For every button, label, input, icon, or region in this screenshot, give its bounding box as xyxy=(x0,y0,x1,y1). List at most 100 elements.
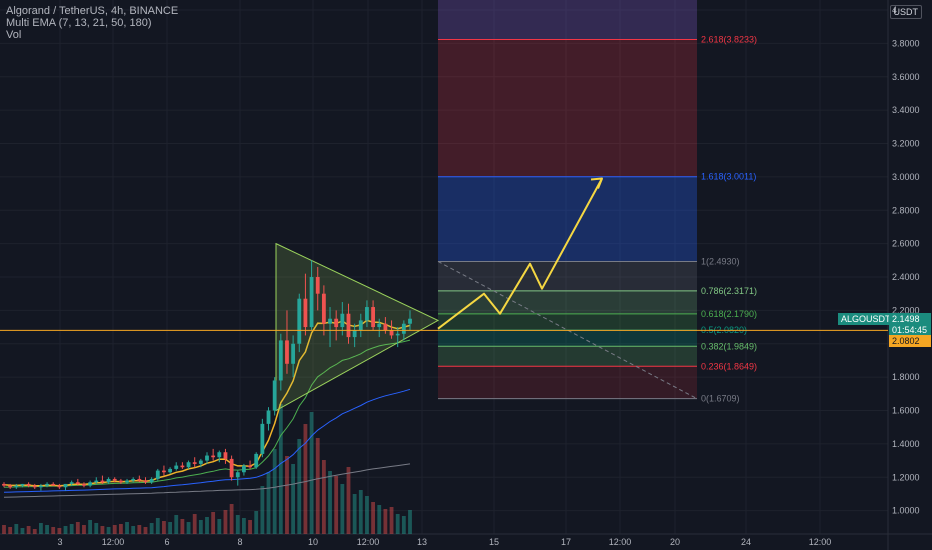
volume-bar xyxy=(75,522,80,534)
volume-bar xyxy=(278,404,283,534)
volume-bar xyxy=(389,507,394,534)
candle-body xyxy=(242,465,246,473)
candle-body xyxy=(389,330,394,336)
candle-body xyxy=(303,298,308,328)
arrow-head xyxy=(590,177,603,189)
time-tick-label: 8 xyxy=(237,537,242,547)
volume-bar xyxy=(57,528,62,534)
crosshair-price-badge: 2.0802 xyxy=(889,335,931,347)
volume-bar xyxy=(94,523,99,534)
candle-body xyxy=(266,410,271,424)
volume-bar xyxy=(235,515,240,534)
volume-bar xyxy=(211,512,216,534)
volume-bar xyxy=(401,516,406,534)
candle-body xyxy=(217,452,222,458)
volume-indicator-label: Vol xyxy=(6,29,22,41)
candle-body xyxy=(192,462,197,464)
candle-body xyxy=(365,307,369,321)
chart-legend: Algorand / TetherUS, 4h, BINANCE Multi E… xyxy=(6,5,178,41)
volume-bar xyxy=(143,527,148,534)
projection-arrow[interactable] xyxy=(437,177,603,330)
candle-body xyxy=(328,318,332,324)
last-price-badge: 2.1498 xyxy=(889,313,931,325)
time-tick-label: 10 xyxy=(308,537,318,547)
volume-bar xyxy=(242,518,246,534)
time-axis[interactable]: 3 12:00 6 8 10 12:00 13 15 17 12:00 20 24 12:00 xyxy=(57,537,831,547)
volume-bar xyxy=(51,527,56,534)
candle-body xyxy=(235,472,240,478)
price-tick-label: 1.0000 xyxy=(892,506,920,516)
volume-bar xyxy=(217,519,222,534)
candle-body xyxy=(88,482,93,486)
fib-level-label: 0.382(1.9849) xyxy=(701,341,757,351)
fib-zone xyxy=(438,261,697,291)
volume-bar xyxy=(137,525,142,534)
fibonacci-extension[interactable]: 2.618(3.8233) 1.618(3.0011) 1(2.4930) 0.786… xyxy=(437,0,757,404)
volume-bar xyxy=(328,471,332,534)
fib-level-label: 0.236(1.8649) xyxy=(701,361,757,371)
time-tick-label: 20 xyxy=(670,537,680,547)
volume-bar xyxy=(285,456,289,534)
candle-body xyxy=(321,293,326,324)
fib-zone xyxy=(438,290,697,314)
candle-body xyxy=(395,333,400,336)
volume-bar xyxy=(254,511,259,534)
candle-body xyxy=(14,485,19,488)
fib-zone xyxy=(438,0,697,40)
volume-bar xyxy=(20,528,25,534)
symbol-title: Algorand / TetherUS, 4h, BINANCE xyxy=(6,5,179,17)
time-tick-label: 17 xyxy=(561,537,571,547)
volume-bar xyxy=(358,490,363,534)
volume-bar xyxy=(69,524,74,534)
candle-body xyxy=(174,465,179,469)
candle-body xyxy=(20,483,25,486)
time-tick-label: 3 xyxy=(57,537,62,547)
volume-bar xyxy=(303,424,308,534)
candle-body xyxy=(334,318,339,328)
price-tick-label: 3.4000 xyxy=(892,105,920,115)
candle-body xyxy=(168,468,172,473)
time-tick-label: 12:00 xyxy=(357,537,380,547)
candle-body xyxy=(254,453,259,468)
candle-body xyxy=(131,478,136,481)
candle-body xyxy=(272,380,277,411)
candle-body xyxy=(137,478,142,481)
volume-bar xyxy=(272,449,277,534)
volume-bar xyxy=(365,496,369,534)
candle-body xyxy=(75,482,80,484)
volume-bar xyxy=(131,526,136,534)
price-tick-label: 1.6000 xyxy=(892,406,920,416)
price-tick-label: 1.2000 xyxy=(892,472,920,482)
candle-body xyxy=(278,340,283,381)
volume-bar xyxy=(149,523,154,534)
time-tick-label: 12:00 xyxy=(809,537,832,547)
price-tick-label: 1.4000 xyxy=(892,439,920,449)
price-tick-label: 2.2000 xyxy=(892,305,920,315)
fib-zone xyxy=(438,366,697,399)
ema-180-line xyxy=(3,463,411,498)
volume-bar xyxy=(2,525,6,534)
candle-body xyxy=(260,423,265,454)
candle-body xyxy=(32,485,37,488)
candle-body xyxy=(26,483,31,486)
volume-bar xyxy=(174,515,179,534)
candle-body xyxy=(82,483,86,486)
candle-body xyxy=(186,462,191,468)
volume-bar xyxy=(383,509,388,534)
price-tick-label: 3.8000 xyxy=(892,38,920,48)
volume-bar xyxy=(377,505,382,534)
candle-body xyxy=(198,460,203,464)
price-axis[interactable]: 4 3.8000 3.6000 3.4000 3.2000 3.0000 2.8000 2.6… xyxy=(892,5,920,516)
volume-bar xyxy=(260,486,265,534)
candle-body xyxy=(39,485,43,488)
volume-bar xyxy=(321,460,326,534)
volume-bar xyxy=(346,467,351,534)
volume-bar xyxy=(205,517,209,534)
volume-bar xyxy=(168,522,172,534)
currency-label[interactable]: USDT xyxy=(889,5,922,19)
candle-body xyxy=(229,458,234,478)
candle-body xyxy=(94,480,99,483)
candle-body xyxy=(100,480,105,483)
